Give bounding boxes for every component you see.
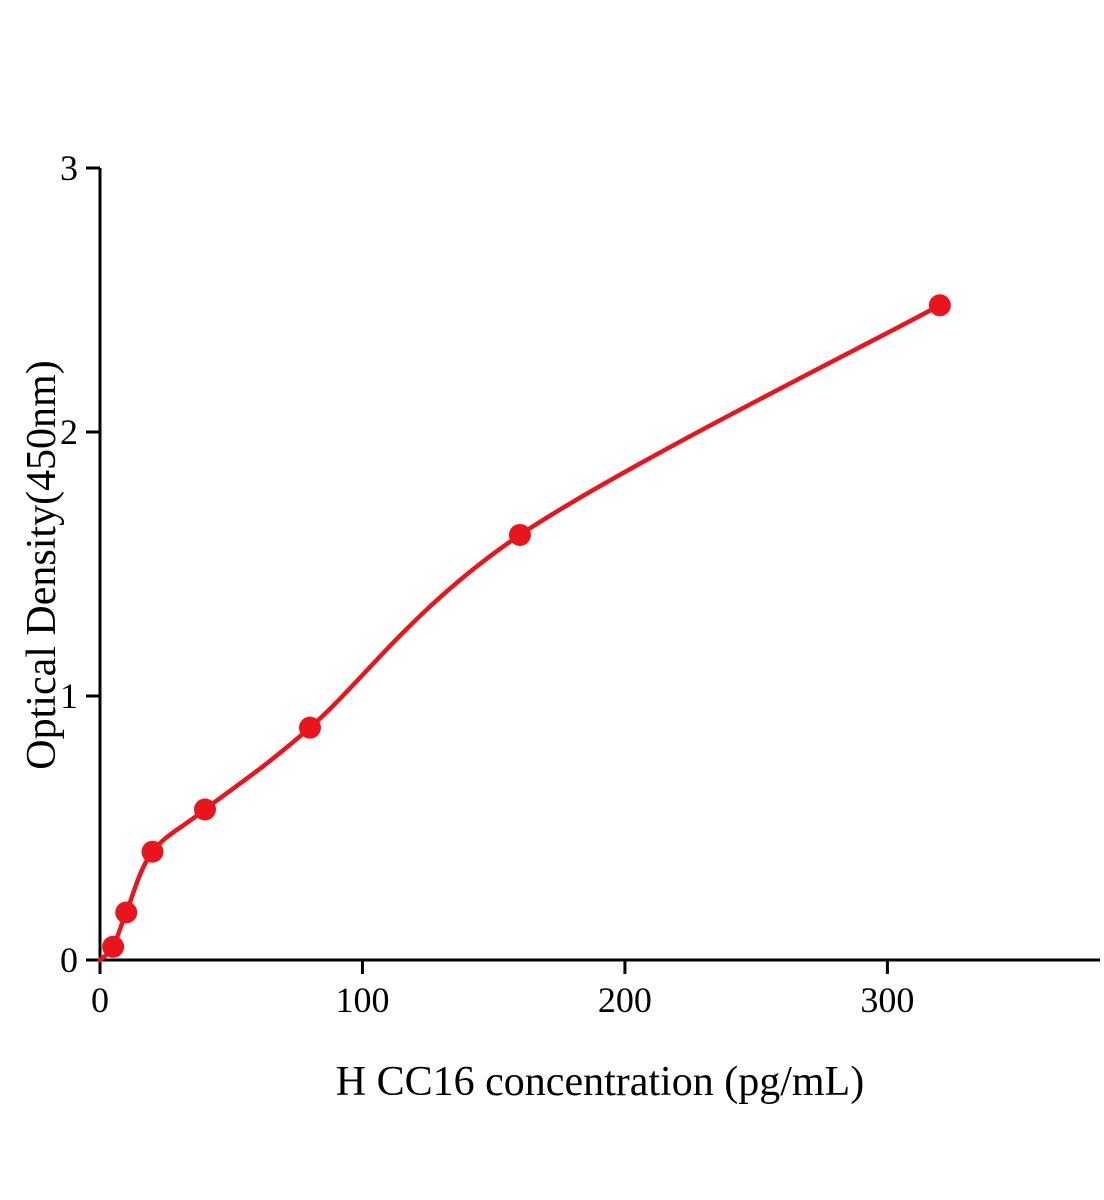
data-point xyxy=(508,523,531,546)
fitted-curve xyxy=(97,303,943,963)
x-axis-title: H CC16 concentration (pg/mL) xyxy=(335,1059,865,1105)
x-tick-label: 300 xyxy=(860,980,914,1020)
y-tick-label: 2 xyxy=(60,412,78,452)
data-point xyxy=(928,294,951,317)
data-point xyxy=(193,798,216,821)
y-tick-label: 3 xyxy=(60,148,78,188)
x-tick-label: 0 xyxy=(91,980,109,1020)
y-tick-label: 0 xyxy=(60,940,78,980)
y-axis-title: Optical Density(450nm) xyxy=(19,360,65,770)
x-tick-label: 200 xyxy=(598,980,652,1020)
data-point xyxy=(298,716,321,739)
x-tick-label: 100 xyxy=(335,980,389,1020)
data-point xyxy=(141,840,164,863)
data-point xyxy=(102,935,125,958)
y-tick-label: 1 xyxy=(60,676,78,716)
data-point xyxy=(115,901,138,924)
